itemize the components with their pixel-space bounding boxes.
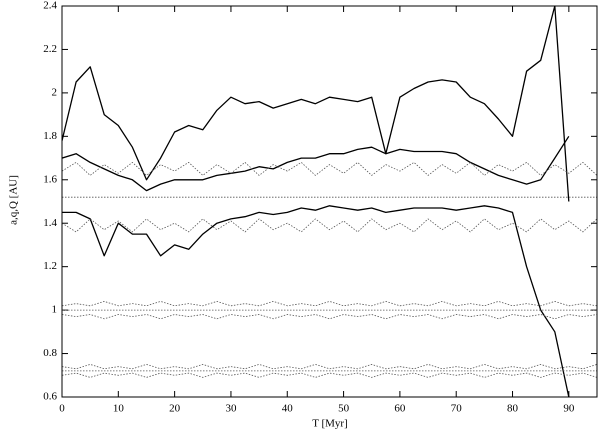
series-line (62, 162, 597, 176)
series-line (62, 364, 597, 370)
plot-frame (61, 5, 598, 398)
series-line (62, 372, 597, 378)
series-line (62, 218, 597, 233)
y-tick-label: 1.2 (43, 260, 57, 272)
x-tick-label: 50 (338, 403, 350, 415)
x-axis-label: T [Myr] (312, 418, 348, 430)
y-axis-label: a,q,Q [AU] (8, 175, 20, 225)
x-tick-label: 80 (507, 403, 519, 415)
y-tick-label: 0.6 (43, 391, 57, 403)
y-tick-label: 2.4 (43, 0, 57, 12)
series-line (62, 205, 570, 397)
x-tick-label: 10 (113, 403, 125, 415)
series-line (62, 314, 597, 320)
x-tick-label: 70 (451, 403, 463, 415)
series-line (62, 301, 597, 307)
y-tick-label: 2.2 (43, 43, 57, 55)
x-tick-label: 30 (225, 403, 237, 415)
y-tick-label: 1.6 (43, 173, 57, 185)
x-tick-label: 40 (282, 403, 294, 415)
x-tick-label: 90 (563, 403, 575, 415)
x-tick-label: 20 (169, 403, 181, 415)
y-tick-label: 1 (52, 304, 58, 316)
y-tick-label: 1.4 (43, 217, 57, 229)
y-tick-label: 0.8 (43, 347, 57, 359)
y-tick-label: 2 (52, 86, 58, 98)
series-line (62, 6, 570, 202)
x-tick-label: 0 (59, 403, 65, 415)
y-tick-label: 1.8 (43, 130, 57, 142)
x-tick-label: 60 (394, 403, 406, 415)
series-line (62, 135, 570, 192)
